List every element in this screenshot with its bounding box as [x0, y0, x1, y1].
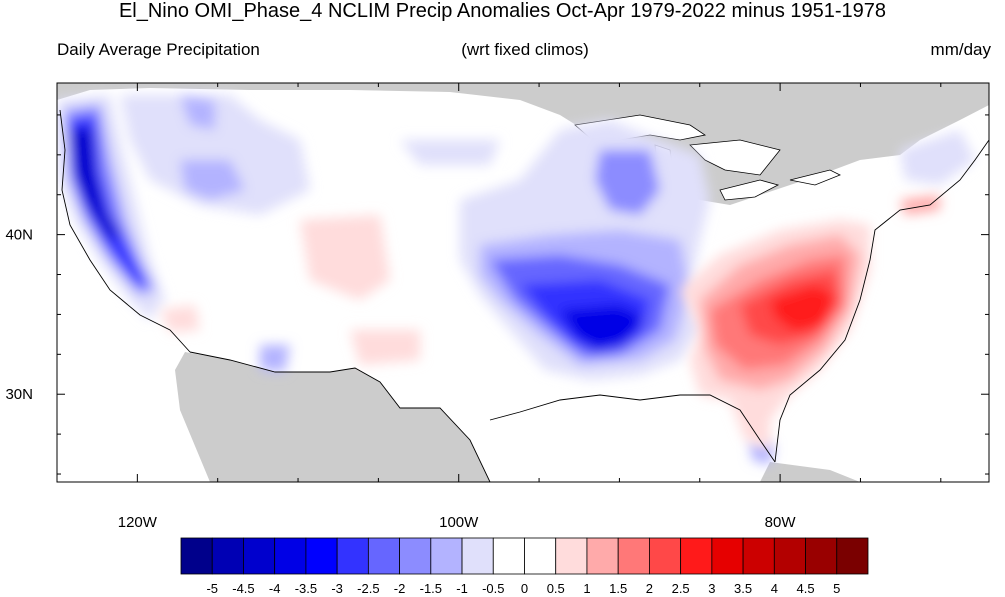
colorbar-label: 5: [833, 581, 840, 596]
colorbar-label: -5: [206, 581, 218, 596]
colorbar-label: -3: [331, 581, 343, 596]
colorbar-label: 2.5: [672, 581, 690, 596]
lon-tick-label: 120W: [118, 514, 158, 531]
land-mask: [57, 83, 989, 482]
lat-tick-label: 30N: [5, 386, 33, 403]
colorbar-swatch: [461, 537, 494, 575]
colorbar-label: 4.5: [797, 581, 815, 596]
lon-tick-label: 100W: [439, 514, 479, 531]
colorbar-swatch: [430, 537, 463, 575]
colorbar-swatch: [305, 537, 338, 575]
colorbar-label: -1.5: [420, 581, 442, 596]
coastlines: [59, 109, 989, 482]
colorbar-label: -2: [394, 581, 406, 596]
colorbar-swatch: [211, 537, 244, 575]
colorbar-label: 2: [646, 581, 653, 596]
lat-tick-label: 40N: [5, 227, 33, 244]
units-label: mm/day: [930, 40, 991, 59]
colorbar-label: -1: [456, 581, 468, 596]
colorbar-label: 3.5: [734, 581, 752, 596]
colorbar-swatch: [274, 537, 307, 575]
colorbar-swatch: [336, 537, 369, 575]
colorbar-swatch: [243, 537, 276, 575]
colorbar-swatch: [367, 537, 400, 575]
colorbar-label: 1.5: [609, 581, 627, 596]
colorbar-swatch: [524, 537, 557, 575]
colorbar-swatch: [399, 537, 432, 575]
colorbar-swatch: [773, 537, 806, 575]
colorbar: -5 -4.5 -4 -3.5 -3 -2.5 -2 -1.5 -1 -0.5 0 0.5 1 1.5 2 2…: [180, 537, 869, 596]
center-subtitle: (wrt fixed climos): [461, 40, 589, 59]
colorbar-label: -4: [269, 581, 281, 596]
colorbar-swatch: [649, 537, 682, 575]
colorbar-swatch: [555, 537, 588, 575]
colorbar-label: 4: [771, 581, 778, 596]
colorbar-label: -3.5: [295, 581, 317, 596]
colorbar-swatch: [742, 537, 775, 575]
colorbar-label: 0: [521, 581, 528, 596]
colorbar-swatch: [617, 537, 650, 575]
axis-ticks: 120W 100W 80W 40N 30N: [5, 83, 989, 531]
plot-frame: [56, 82, 990, 483]
left-subtitle: Daily Average Precipitation: [57, 40, 260, 59]
colorbar-label: 1: [583, 581, 590, 596]
colorbar-label: 3: [708, 581, 715, 596]
colorbar-label: -0.5: [482, 581, 504, 596]
lon-tick-label: 80W: [765, 514, 797, 531]
colorbar-label: -2.5: [357, 581, 379, 596]
colorbar-swatch: [586, 537, 619, 575]
colorbar-swatch: [492, 537, 525, 575]
colorbar-label: 0.5: [547, 581, 565, 596]
colorbar-swatch: [680, 537, 713, 575]
chart-title: El_Nino OMI_Phase_4 NCLIM Precip Anomali…: [118, 0, 887, 22]
colorbar-swatch: [805, 537, 838, 575]
anomaly-field: [57, 95, 975, 465]
colorbar-swatch: [180, 537, 213, 575]
colorbar-label: -4.5: [232, 581, 254, 596]
colorbar-swatch: [711, 537, 744, 575]
colorbar-swatch: [836, 537, 869, 575]
